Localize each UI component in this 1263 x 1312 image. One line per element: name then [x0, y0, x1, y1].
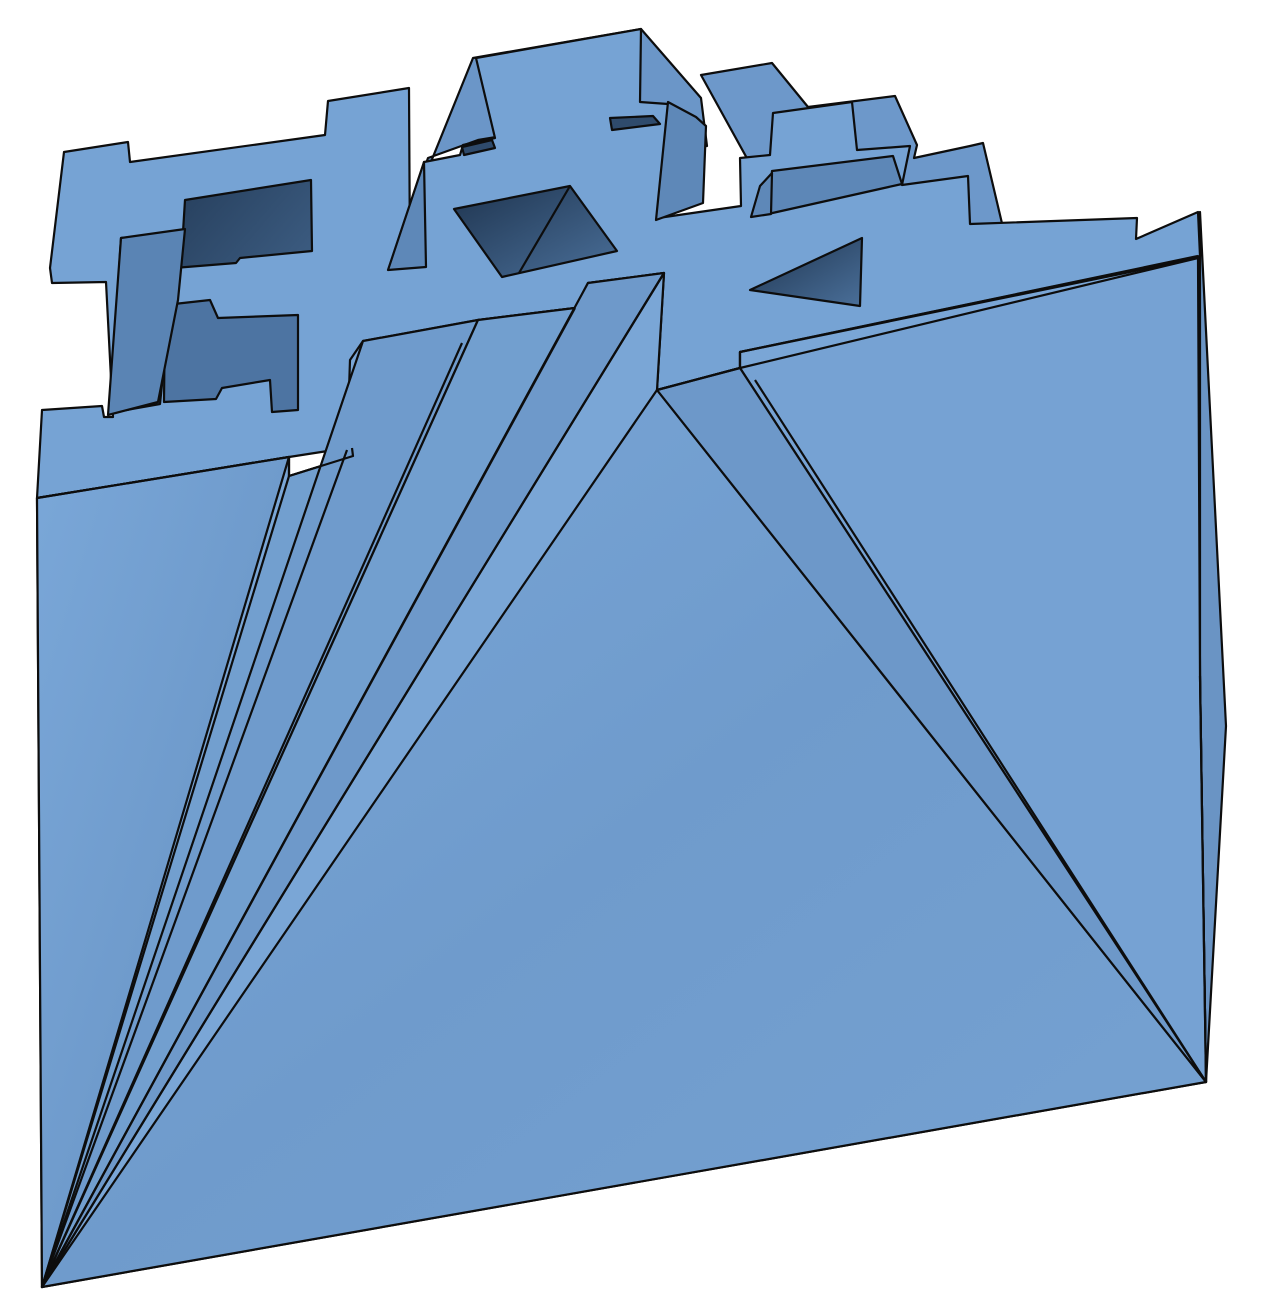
- crease-1: [40, 449, 349, 1288]
- recess-triangle: [748, 236, 864, 308]
- recess-left-lower: [162, 298, 300, 414]
- recess-slot-top: [608, 114, 662, 132]
- recess-left-wall: [106, 227, 187, 417]
- recess-inner-wall-c: [749, 171, 774, 219]
- recess-slot-mid: [460, 138, 497, 157]
- recess-diamond-edge: [518, 185, 571, 274]
- crease-6: [1198, 675, 1208, 1083]
- rim-edge-right: [656, 254, 1199, 392]
- rim-edge: [36, 447, 355, 500]
- crease-4: [41, 272, 665, 1288]
- crease-3: [41, 307, 576, 1288]
- crease-2: [40, 342, 464, 1288]
- recess-inner-wall-b: [654, 100, 708, 222]
- crease-5: [754, 379, 1207, 1083]
- recess-inner-wall-a: [386, 160, 428, 272]
- recess-diamond: [452, 184, 619, 279]
